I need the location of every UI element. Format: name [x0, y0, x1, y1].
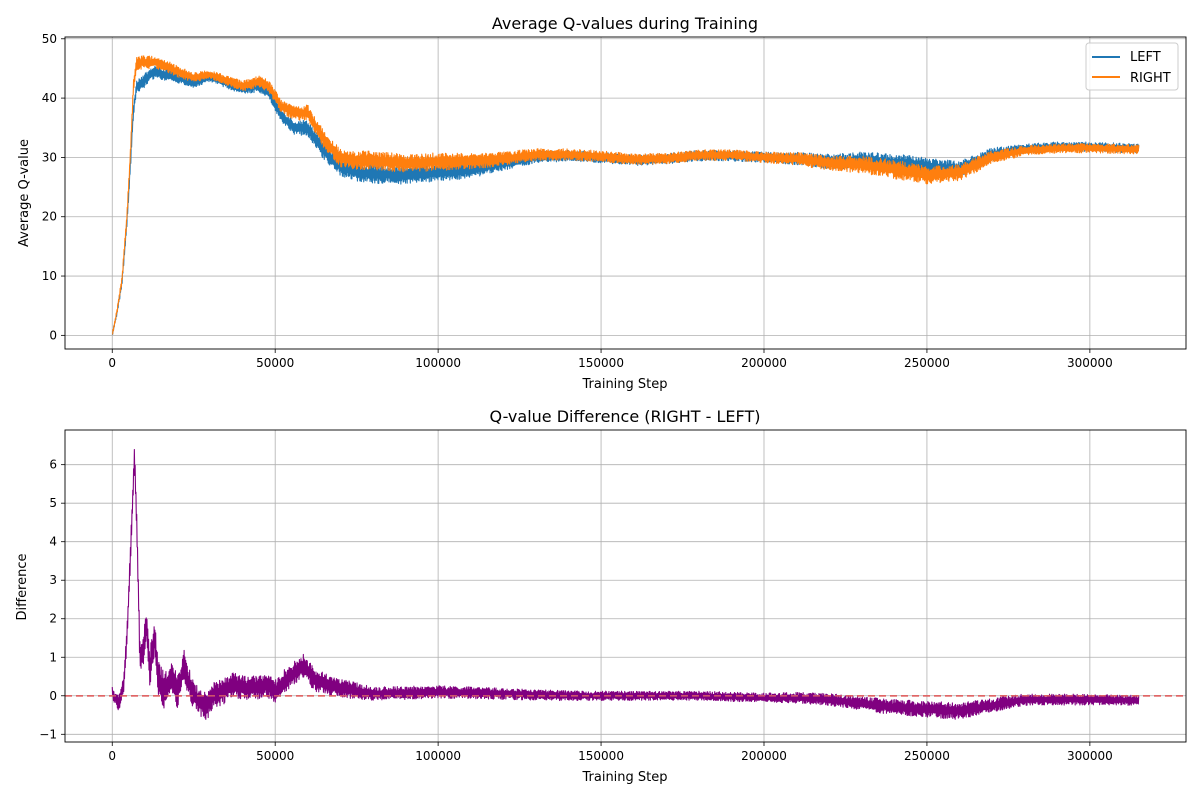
top-chart-y-axis-label: Average Q-value [17, 139, 32, 247]
y-tick-label: −1 [39, 727, 57, 741]
x-tick-label: 150000 [578, 356, 624, 370]
bottom-chart-x-axis-label: Training Step [581, 770, 667, 785]
x-tick-label: 200000 [741, 356, 787, 370]
x-tick-label: 300000 [1067, 356, 1113, 370]
top-chart-title: Average Q-values during Training [492, 14, 758, 33]
series-line-right [112, 55, 1140, 335]
top-chart-grid [65, 37, 1186, 349]
series-line-difference [111, 448, 1140, 720]
y-tick-label: 5 [49, 496, 57, 510]
x-tick-label: 50000 [256, 356, 294, 370]
y-tick-label: 50 [42, 32, 57, 46]
top-chart-axes-frame [64, 36, 1187, 350]
y-tick-label: 30 [42, 150, 57, 164]
x-tick-label: 300000 [1067, 749, 1113, 763]
bottom-chart-title: Q-value Difference (RIGHT - LEFT) [490, 407, 761, 426]
series-line-left [111, 65, 1140, 335]
x-tick-label: 100000 [415, 356, 461, 370]
bottom-chart-plot-area: 0 50000 100000 150000 200000 250000 300000 −1 0 1… [39, 429, 1187, 763]
y-tick-label: 10 [42, 269, 57, 283]
y-tick-label: 20 [42, 210, 57, 224]
x-tick-label: 0 [108, 749, 116, 763]
bottom-chart-axes-frame [64, 429, 1187, 743]
top-chart-legend: LEFT RIGHT [1085, 42, 1179, 91]
y-tick-label: 4 [49, 535, 57, 549]
x-tick-label: 50000 [256, 749, 294, 763]
x-tick-label: 100000 [415, 749, 461, 763]
y-tick-label: 0 [49, 689, 57, 703]
x-tick-label: 150000 [578, 749, 624, 763]
y-tick-label: 2 [49, 612, 57, 626]
y-tick-label: 3 [49, 573, 57, 587]
y-tick-label: 1 [49, 650, 57, 664]
y-tick-label: 40 [42, 91, 57, 105]
x-tick-label: 250000 [904, 356, 950, 370]
top-chart-plot-area: 0 50000 100000 150000 200000 250000 300000 0 10 2… [42, 32, 1187, 370]
legend-label-right: RIGHT [1130, 71, 1171, 86]
x-tick-label: 200000 [741, 749, 787, 763]
x-tick-label: 0 [108, 356, 116, 370]
y-tick-label: 0 [49, 328, 57, 342]
bottom-chart-y-axis-label: Difference [15, 553, 30, 620]
y-tick-label: 6 [49, 458, 57, 472]
legend-label-left: LEFT [1130, 50, 1161, 65]
x-tick-label: 250000 [904, 749, 950, 763]
top-chart-x-axis-label: Training Step [581, 377, 667, 392]
